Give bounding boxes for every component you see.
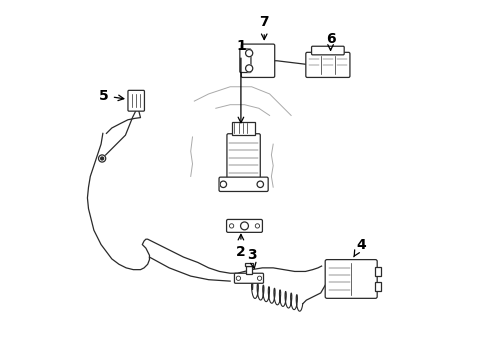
Text: 4: 4	[353, 238, 365, 257]
Text: 3: 3	[246, 248, 256, 268]
Text: 1: 1	[236, 39, 245, 123]
Circle shape	[220, 181, 226, 188]
FancyBboxPatch shape	[325, 260, 376, 298]
FancyBboxPatch shape	[241, 44, 274, 77]
FancyBboxPatch shape	[128, 90, 144, 111]
Circle shape	[245, 50, 252, 57]
Bar	[375, 282, 380, 291]
FancyBboxPatch shape	[226, 220, 262, 232]
Text: 7: 7	[259, 15, 268, 40]
Circle shape	[101, 157, 103, 160]
Circle shape	[255, 224, 259, 228]
Bar	[245, 266, 251, 274]
Text: 5: 5	[99, 89, 123, 103]
Circle shape	[245, 65, 252, 72]
Bar	[375, 267, 380, 275]
Circle shape	[236, 276, 240, 280]
Bar	[245, 263, 252, 266]
FancyBboxPatch shape	[305, 52, 349, 77]
Circle shape	[99, 155, 105, 162]
Text: 6: 6	[325, 32, 335, 50]
Circle shape	[257, 181, 263, 188]
Bar	[231, 122, 255, 135]
FancyBboxPatch shape	[239, 49, 250, 72]
Text: 2: 2	[236, 234, 245, 259]
Circle shape	[257, 276, 261, 280]
FancyBboxPatch shape	[226, 134, 260, 181]
FancyBboxPatch shape	[311, 46, 344, 55]
Circle shape	[229, 224, 233, 228]
Circle shape	[240, 222, 248, 230]
FancyBboxPatch shape	[219, 177, 267, 192]
FancyBboxPatch shape	[234, 273, 263, 283]
